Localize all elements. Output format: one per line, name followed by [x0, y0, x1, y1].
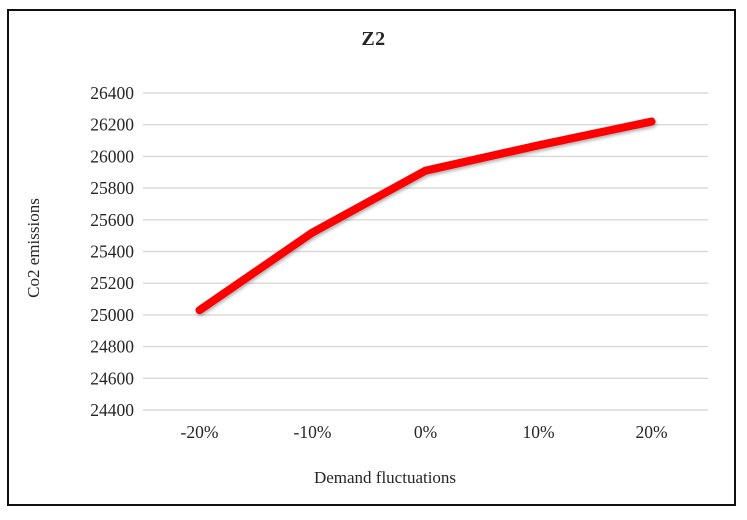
chart-title: Z2 — [361, 28, 386, 50]
y-tick-label: 25400 — [90, 242, 134, 262]
y-tick-label: 24800 — [90, 337, 134, 357]
x-axis-title: Demand fluctuations — [313, 468, 457, 487]
y-tick-label: 24600 — [90, 368, 134, 388]
y-axis-title: Co2 emissions — [24, 198, 43, 298]
x-tick-label: -20% — [181, 422, 219, 442]
y-tick-label: 25600 — [90, 210, 134, 230]
y-tick-label: 25800 — [90, 178, 134, 198]
x-tick-label: 20% — [635, 422, 667, 442]
y-tick-label: 26000 — [90, 146, 134, 166]
y-tick-label: 26200 — [90, 115, 134, 135]
y-tick-label: 25000 — [90, 305, 134, 325]
y-tick-label: 24400 — [90, 400, 134, 420]
chart-border — [7, 9, 736, 506]
x-tick-label: 10% — [522, 422, 554, 442]
series-line — [195, 117, 656, 315]
y-tick-label: 25200 — [90, 273, 134, 293]
y-tick-label: 26400 — [90, 83, 134, 103]
x-tick-label: -10% — [294, 422, 332, 442]
x-tick-label: 0% — [414, 422, 437, 442]
